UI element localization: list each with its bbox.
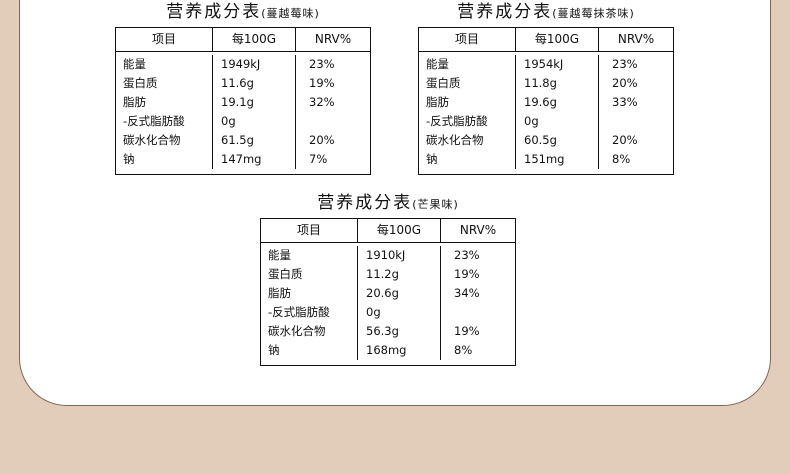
- table-cell: 33%: [612, 95, 638, 109]
- content-card: [19, 0, 771, 406]
- table-cell: 20%: [612, 76, 638, 90]
- table-header: 项目 每100G NRV%: [261, 219, 515, 243]
- table-column: 能量蛋白质脂肪 -反式脂肪酸 碳水化合物钠: [116, 55, 213, 169]
- table-cell: 168mg: [366, 343, 407, 357]
- table-cell: 19%: [454, 267, 480, 281]
- table-cell: 1949kJ: [221, 57, 261, 71]
- table-cell: 19%: [454, 324, 480, 338]
- column-header: 每100G: [213, 28, 296, 51]
- table-cell: 能量: [426, 57, 449, 71]
- table-cell: 7%: [309, 152, 328, 166]
- table-cell: 1954kJ: [524, 57, 564, 71]
- table-cell: 0g: [524, 114, 539, 128]
- table-cell: 8%: [612, 152, 631, 166]
- table-cell: 34%: [454, 286, 480, 300]
- table-cell: -反式脂肪酸: [426, 114, 488, 128]
- nutrition-table-cranberry-matcha: 营养成分表(蔓越莓抹茶味) 项目 每100G NRV% 能量蛋白质脂肪 -反式脂肪酸 碳水化…: [418, 0, 674, 175]
- table-cell: 23%: [454, 248, 480, 262]
- table-cell: 能量: [123, 57, 146, 71]
- column-header: NRV%: [459, 223, 497, 237]
- table: 项目 每100G NRV% 能量蛋白质脂肪 -反式脂肪酸 碳水化合物钠 1954kJ 11.8…: [418, 27, 674, 175]
- table-cell: 20%: [612, 133, 638, 147]
- table-cell: 61.5g: [221, 133, 254, 147]
- table-cell: -反式脂肪酸: [123, 114, 185, 128]
- column-header: 每100G: [516, 28, 599, 51]
- table-column: 23% 19% 34% 19% 8%: [441, 246, 515, 360]
- table-cell: [309, 112, 370, 131]
- table-cell: 11.6g: [221, 76, 254, 90]
- table-body: 能量蛋白质脂肪 -反式脂肪酸 碳水化合物钠 1954kJ 11.8g 19.6g 0g 60.…: [419, 52, 673, 174]
- table-cell: 56.3g: [366, 324, 399, 338]
- column-header: 项目: [419, 28, 516, 51]
- table-cell: 32%: [309, 95, 335, 109]
- table: 项目 每100G NRV% 能量蛋白质脂肪 -反式脂肪酸 碳水化合物钠 1949kJ 11.6…: [115, 27, 371, 175]
- table-title: 营养成分表(芒果味): [260, 191, 516, 215]
- column-header: NRV%: [617, 32, 655, 46]
- title-text: 营养成分表: [166, 2, 262, 22]
- table-header: 项目 每100G NRV%: [116, 28, 370, 52]
- column-header: 项目: [261, 219, 358, 242]
- table-cell: [454, 303, 515, 322]
- table-cell: 60.5g: [524, 133, 557, 147]
- table-cell: 151mg: [524, 152, 565, 166]
- table-cell: 23%: [612, 57, 638, 71]
- table-cell: 11.2g: [366, 267, 399, 281]
- table-cell: 碳水化合物: [426, 133, 484, 147]
- column-header: 每100G: [358, 219, 441, 242]
- table-cell: 碳水化合物: [268, 324, 326, 338]
- table-cell: 1910kJ: [366, 248, 406, 262]
- table-cell: 能量: [268, 248, 291, 262]
- flavor-label: (蔓越莓抹茶味): [552, 7, 635, 20]
- table-cell: 钠: [123, 152, 135, 166]
- table-cell: 脂肪: [268, 286, 291, 300]
- table-title: 营养成分表(蔓越莓味): [115, 0, 371, 24]
- table-cell: 20.6g: [366, 286, 399, 300]
- table-cell: 蛋白质: [426, 76, 461, 90]
- column-header: 项目: [116, 28, 213, 51]
- table-cell: [612, 112, 673, 131]
- table-body: 能量蛋白质脂肪 -反式脂肪酸 碳水化合物钠 1910kJ 11.2g 20.6g 0g 56.…: [261, 243, 515, 365]
- table-header: 项目 每100G NRV%: [419, 28, 673, 52]
- table-cell: -反式脂肪酸: [268, 305, 330, 319]
- table: 项目 每100G NRV% 能量蛋白质脂肪 -反式脂肪酸 碳水化合物钠 1910kJ 11.2…: [260, 218, 516, 366]
- table-cell: 脂肪: [123, 95, 146, 109]
- table-cell: 147mg: [221, 152, 262, 166]
- table-cell: 19%: [309, 76, 335, 90]
- table-cell: 脂肪: [426, 95, 449, 109]
- table-cell: 钠: [268, 343, 280, 357]
- title-text: 营养成分表: [317, 193, 413, 213]
- flavor-label: (蔓越莓味): [261, 7, 320, 20]
- table-column: 1949kJ 11.6g 19.1g 0g 61.5g 147mg: [213, 55, 296, 169]
- nutrition-table-cranberry: 营养成分表(蔓越莓味) 项目 每100G NRV% 能量蛋白质脂肪 -反式脂肪酸 碳水化合物…: [115, 0, 371, 175]
- table-cell: 23%: [309, 57, 335, 71]
- table-column: 1954kJ 11.8g 19.6g 0g 60.5g 151mg: [516, 55, 599, 169]
- table-column: 能量蛋白质脂肪 -反式脂肪酸 碳水化合物钠: [419, 55, 516, 169]
- table-cell: 蛋白质: [123, 76, 158, 90]
- table-cell: 19.6g: [524, 95, 557, 109]
- table-cell: 8%: [454, 343, 473, 357]
- table-cell: 19.1g: [221, 95, 254, 109]
- table-column: 23% 19% 32% 20% 7%: [296, 55, 370, 169]
- table-column: 能量蛋白质脂肪 -反式脂肪酸 碳水化合物钠: [261, 246, 358, 360]
- table-body: 能量蛋白质脂肪 -反式脂肪酸 碳水化合物钠 1949kJ 11.6g 19.1g 0g 61.…: [116, 52, 370, 174]
- table-cell: 11.8g: [524, 76, 557, 90]
- table-cell: 20%: [309, 133, 335, 147]
- nutrition-table-mango: 营养成分表(芒果味) 项目 每100G NRV% 能量蛋白质脂肪 -反式脂肪酸 碳水化合物钠…: [260, 191, 516, 366]
- table-column: 23% 20% 33% 20% 8%: [599, 55, 673, 169]
- title-text: 营养成分表: [457, 2, 553, 22]
- table-title: 营养成分表(蔓越莓抹茶味): [418, 0, 674, 24]
- table-column: 1910kJ 11.2g 20.6g 0g 56.3g 168mg: [358, 246, 441, 360]
- table-cell: 蛋白质: [268, 267, 303, 281]
- flavor-label: (芒果味): [412, 198, 459, 211]
- table-cell: 0g: [221, 114, 236, 128]
- column-header: NRV%: [314, 32, 352, 46]
- table-cell: 钠: [426, 152, 438, 166]
- table-cell: 碳水化合物: [123, 133, 181, 147]
- table-cell: 0g: [366, 305, 381, 319]
